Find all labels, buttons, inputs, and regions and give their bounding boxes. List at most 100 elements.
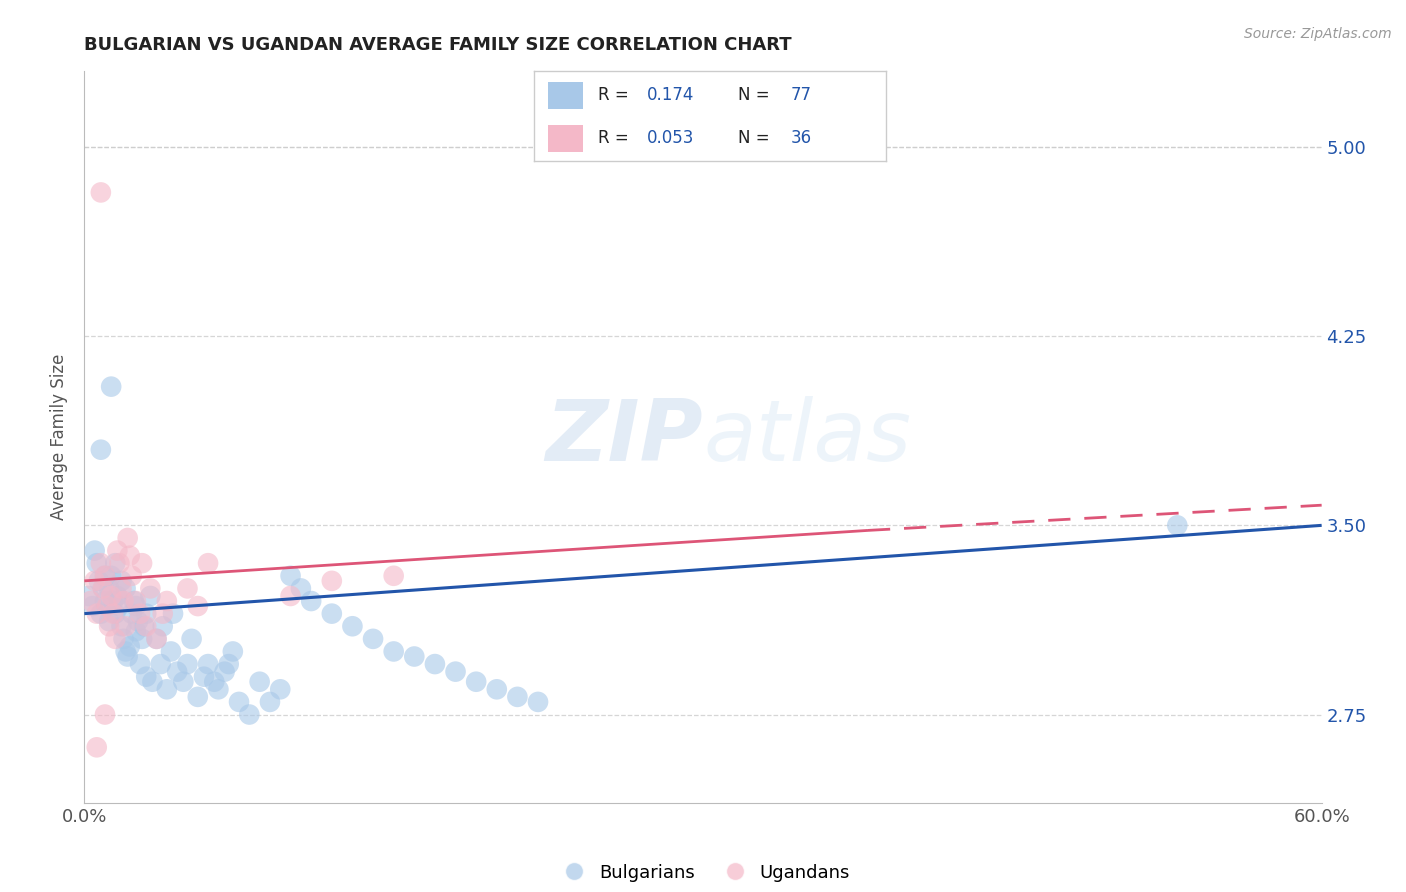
Point — [382, 569, 405, 583]
Point — [176, 582, 198, 596]
Text: R =: R = — [598, 87, 634, 104]
Point — [280, 569, 302, 583]
Point — [94, 707, 117, 722]
Point — [180, 632, 202, 646]
Point — [249, 674, 271, 689]
Point — [134, 619, 156, 633]
Point — [86, 740, 108, 755]
Point — [104, 556, 127, 570]
Point — [162, 607, 184, 621]
Point — [202, 674, 225, 689]
Point — [222, 644, 245, 658]
Text: ZIP: ZIP — [546, 395, 703, 479]
Point — [152, 619, 174, 633]
Point — [129, 657, 152, 671]
Point — [527, 695, 550, 709]
Point — [139, 582, 162, 596]
Point — [404, 649, 426, 664]
Legend: Bulgarians, Ugandans: Bulgarians, Ugandans — [548, 856, 858, 888]
Point — [280, 589, 302, 603]
Point — [90, 607, 112, 621]
Point — [90, 442, 112, 457]
Point — [118, 549, 141, 563]
Text: BULGARIAN VS UGANDAN AVERAGE FAMILY SIZE CORRELATION CHART: BULGARIAN VS UGANDAN AVERAGE FAMILY SIZE… — [84, 36, 792, 54]
Point — [129, 607, 152, 621]
Text: 0.053: 0.053 — [647, 129, 695, 147]
Point — [105, 543, 128, 558]
Point — [125, 599, 148, 613]
Point — [207, 682, 229, 697]
Point — [361, 632, 384, 646]
Point — [156, 682, 179, 697]
Text: 77: 77 — [790, 87, 811, 104]
Point — [160, 644, 183, 658]
Point — [98, 582, 121, 596]
Point — [131, 556, 153, 570]
Point — [214, 665, 236, 679]
Point — [149, 657, 172, 671]
Point — [118, 640, 141, 654]
Text: atlas: atlas — [703, 395, 911, 479]
Point — [187, 690, 209, 704]
Point — [86, 607, 108, 621]
Point — [112, 632, 135, 646]
Point — [218, 657, 240, 671]
Point — [1166, 518, 1188, 533]
Point — [103, 607, 125, 621]
Y-axis label: Average Family Size: Average Family Size — [51, 354, 69, 520]
Point — [444, 665, 467, 679]
Point — [187, 599, 209, 613]
Text: R =: R = — [598, 129, 634, 147]
Point — [156, 594, 179, 608]
Text: 0.174: 0.174 — [647, 87, 695, 104]
Point — [108, 599, 131, 613]
Point — [197, 657, 219, 671]
Point — [135, 670, 157, 684]
Point — [145, 632, 167, 646]
Point — [238, 707, 260, 722]
Point — [117, 649, 139, 664]
Point — [86, 556, 108, 570]
Point — [342, 619, 364, 633]
Point — [110, 619, 132, 633]
Point — [139, 589, 162, 603]
Point — [290, 582, 312, 596]
Text: Source: ZipAtlas.com: Source: ZipAtlas.com — [1244, 27, 1392, 41]
Point — [193, 670, 215, 684]
Point — [269, 682, 291, 697]
Point — [83, 574, 105, 588]
Point — [96, 599, 118, 613]
Point — [90, 556, 112, 570]
Point — [145, 632, 167, 646]
Point — [103, 594, 125, 608]
Point — [299, 594, 322, 608]
Point — [114, 644, 136, 658]
Point — [114, 582, 136, 596]
Point — [104, 607, 127, 621]
Point — [94, 594, 117, 608]
Point — [135, 607, 157, 621]
Point — [110, 574, 132, 588]
FancyBboxPatch shape — [548, 82, 583, 109]
Point — [125, 624, 148, 639]
Point — [122, 594, 145, 608]
Point — [228, 695, 250, 709]
Point — [83, 543, 105, 558]
Point — [110, 582, 132, 596]
Point — [96, 599, 118, 613]
Point — [321, 607, 343, 621]
Point — [100, 379, 122, 393]
Point — [105, 589, 128, 603]
Point — [197, 556, 219, 570]
Point — [104, 632, 127, 646]
Point — [98, 614, 121, 628]
Text: N =: N = — [738, 129, 775, 147]
Point — [152, 607, 174, 621]
Point — [485, 682, 508, 697]
Point — [423, 657, 446, 671]
Point — [108, 556, 131, 570]
Point — [176, 657, 198, 671]
Point — [131, 632, 153, 646]
Point — [79, 594, 101, 608]
Point — [259, 695, 281, 709]
